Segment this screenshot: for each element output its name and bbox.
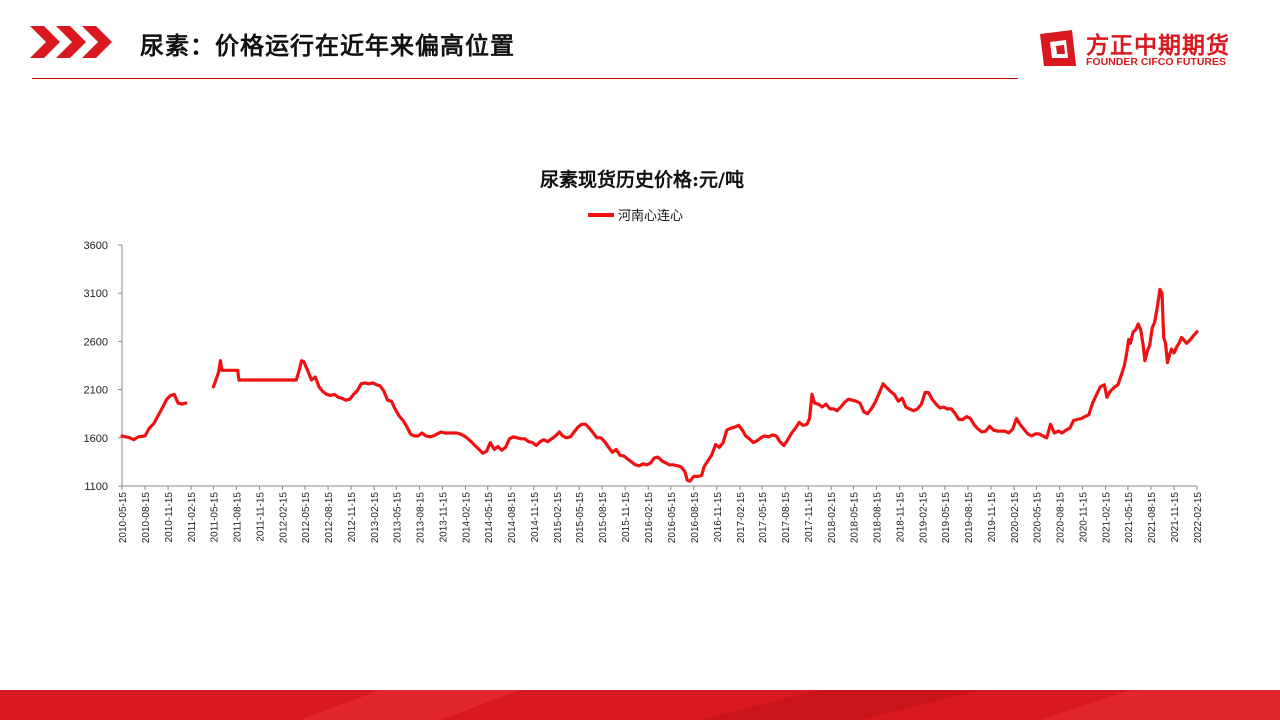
x-tick-label: 2011-02-15	[187, 492, 198, 543]
x-tick-label: 2012-05-15	[301, 492, 312, 544]
x-tick-label: 2012-02-15	[278, 492, 289, 544]
x-tick-label: 2012-11-15	[347, 492, 358, 543]
y-tick-label: 2600	[84, 336, 108, 348]
series-line	[120, 392, 188, 442]
x-tick-label: 2019-08-15	[964, 492, 975, 544]
logo-name-cn: 方正中期期货	[1086, 33, 1230, 59]
y-tick-label: 1600	[84, 433, 108, 445]
x-tick-label: 2021-05-15	[1124, 492, 1135, 544]
x-tick-label: 2018-11-15	[896, 492, 907, 543]
y-tick-label: 2100	[84, 385, 108, 397]
x-tick-label: 2010-08-15	[141, 492, 152, 544]
legend-label: 河南心连心	[618, 208, 683, 224]
founder-logo-icon	[1040, 30, 1076, 66]
x-tick-label: 2017-11-15	[804, 492, 815, 543]
x-tick-label: 2013-11-15	[438, 492, 449, 543]
page-title: 尿素：价格运行在近年来偏高位置	[140, 32, 515, 60]
y-tick-label: 1100	[84, 481, 108, 493]
price-chart: 尿素现货历史价格:元/吨 河南心连心 1100 1600 2100 2600 3100 3…	[84, 168, 1204, 543]
x-tick-label: 2011-11-15	[255, 492, 266, 542]
x-tick-label: 2019-02-15	[919, 492, 930, 544]
x-tick-label: 2015-11-15	[621, 492, 632, 543]
x-tick-label: 2020-08-15	[1056, 492, 1067, 544]
x-tick-label: 2015-05-15	[575, 492, 586, 544]
x-tick-label: 2016-05-15	[667, 492, 678, 544]
header-chevron-icon	[30, 26, 112, 58]
x-tick-label: 2022-02-15	[1193, 492, 1204, 544]
x-tick-label: 2010-05-15	[118, 492, 129, 544]
x-tick-label: 2020-11-15	[1079, 492, 1090, 543]
x-tick-label: 2016-02-15	[644, 492, 655, 544]
x-tick-label: 2015-08-15	[598, 492, 609, 544]
x-tick-label: 2013-05-15	[392, 492, 403, 544]
chart-title: 尿素现货历史价格:元/吨	[540, 168, 744, 191]
x-tick-label: 2018-02-15	[827, 492, 838, 544]
x-tick-label: 2018-08-15	[873, 492, 884, 544]
x-tick-label: 2011-08-15	[232, 492, 243, 543]
x-tick-label: 2019-05-15	[941, 492, 952, 544]
x-tick-label: 2011-05-15	[209, 492, 220, 543]
series-line	[211, 287, 1199, 483]
y-tick-label: 3600	[84, 240, 108, 252]
x-tick-label: 2016-08-15	[690, 492, 701, 544]
x-tick-label: 2017-02-15	[736, 492, 747, 544]
header-divider	[32, 78, 1018, 79]
x-tick-label: 2010-11-15	[164, 492, 175, 543]
x-tick-label: 2017-05-15	[758, 492, 769, 544]
x-tick-label: 2016-11-15	[713, 492, 724, 543]
x-tick-label: 2019-11-15	[987, 492, 998, 543]
x-tick-label: 2017-08-15	[781, 492, 792, 544]
company-logo: 方正中期期货 FOUNDER CIFCO FUTURES	[1036, 26, 1256, 72]
x-tick-label: 2020-05-15	[1033, 492, 1044, 544]
x-tick-label: 2014-08-15	[507, 492, 518, 544]
logo-name-en: FOUNDER CIFCO FUTURES	[1086, 56, 1226, 68]
x-tick-label: 2014-05-15	[484, 492, 495, 544]
x-tick-label: 2021-11-15	[1170, 492, 1181, 543]
chart-legend: 河南心连心	[588, 208, 683, 224]
footer-band	[0, 690, 1280, 720]
x-tick-label: 2013-02-15	[370, 492, 381, 544]
x-tick-label: 2014-02-15	[461, 492, 472, 544]
x-tick-label: 2020-02-15	[1010, 492, 1021, 544]
x-tick-label: 2013-08-15	[415, 492, 426, 544]
chart-axes: 1100 1600 2100 2600 3100 3600 2010-05-15 2010-0…	[84, 240, 1204, 543]
x-tick-label: 2021-08-15	[1147, 492, 1158, 544]
chart-plot-area	[120, 287, 1199, 483]
x-tick-label: 2018-05-15	[850, 492, 861, 544]
x-tick-label: 2015-02-15	[553, 492, 564, 544]
x-tick-label: 2021-02-15	[1102, 492, 1113, 544]
y-tick-label: 3100	[84, 288, 108, 300]
x-tick-label: 2014-11-15	[530, 492, 541, 543]
x-tick-label: 2012-08-15	[324, 492, 335, 544]
